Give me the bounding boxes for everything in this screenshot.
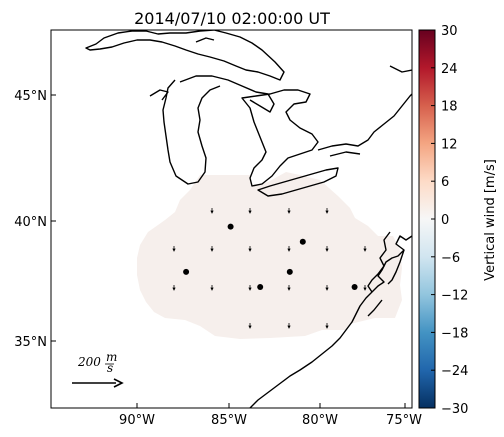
station-marker [299,238,306,245]
station-marker [183,268,190,275]
wind-vector [325,323,329,329]
wind-vector [325,246,329,252]
wind-vector [210,285,214,291]
wind-vector [287,208,291,214]
wind-vector [287,246,291,252]
colorbar-tick-label: 24 [441,62,458,77]
lake-superior-outline [85,30,285,81]
colorbar-tick-label: −6 [441,251,460,266]
lon-tick-label: 85°W [211,413,247,428]
station-marker [257,284,264,290]
lat-tick-label: 45°N [14,89,47,104]
reference-vector: 200 m s [72,350,124,388]
wind-vector [210,208,214,214]
wind-vector [363,285,367,291]
lon-tick-label: 90°W [119,413,155,428]
wind-vectors [172,208,367,329]
map-title: 2014/07/10 02:00:00 UT [134,9,330,28]
colorbar-tick-label: −30 [441,402,468,417]
station-markers [183,223,358,290]
lake-huron-outline [241,89,319,187]
wind-vector [287,323,291,329]
station-marker [227,223,234,230]
reference-vector-number: 200 [77,355,101,369]
wind-vector [248,208,252,214]
latitude-axis: 45°N 40°N 35°N [14,89,56,350]
vertical-wind-field [137,172,402,339]
wind-vector [287,285,291,291]
coastlines [85,30,412,408]
green-bay-outline [149,89,169,101]
colorbar: 30 24 18 12 6 0 −6 −12 −18 −24 −30 Vertical wind [… [418,24,498,417]
wind-vector [325,208,329,214]
colorbar-tick-label: 0 [441,213,449,228]
keweenaw-outline [195,37,215,43]
station-marker [286,268,293,275]
colorbar-tick-label: −24 [441,364,468,379]
wind-vector [172,285,176,291]
northeast-coast [389,65,412,73]
colorbar-tick-label: 18 [441,100,458,115]
wind-vector [248,323,252,329]
wind-vector [248,246,252,252]
delmarva-outline [387,249,405,285]
lake-michigan-outline [162,79,221,185]
lon-tick-label: 80°W [302,413,338,428]
colorbar-tick-label: 12 [441,137,458,152]
outer-banks-outline [367,299,383,317]
lake-ontario-outline [317,93,412,151]
wind-vector [363,246,367,252]
lat-tick-label: 40°N [14,215,47,230]
lat-tick-label: 35°N [14,335,47,350]
colorbar-ticks: 30 24 18 12 6 0 −6 −12 −18 −24 −30 [431,24,468,417]
reference-vector-unit-num: m [106,350,117,364]
wind-vector [172,246,176,252]
ontario-south-shore [329,151,361,157]
map-area: 200 m s [51,30,412,408]
lake-erie-outline [257,167,339,197]
map-frame [50,29,413,409]
upper-peninsula-outline [179,75,275,113]
longitude-axis: 90°W 85°W 80°W 75°W [119,403,422,428]
atlantic-coastline [249,235,412,408]
colorbar-tick-label: −18 [441,326,468,341]
station-marker [351,284,358,290]
lon-tick-label: 75°W [386,413,422,428]
reference-vector-unit-den: s [107,361,113,375]
wind-vector [210,246,214,252]
wind-vector [325,285,329,291]
colorbar-tick-label: −12 [441,289,468,304]
wind-vector [248,285,252,291]
chesapeake-outline [367,231,391,293]
colorbar-label: Vertical wind [m/s] [483,159,498,281]
colorbar-tick-label: 30 [441,24,458,39]
colorbar-tick-label: 6 [441,175,449,190]
